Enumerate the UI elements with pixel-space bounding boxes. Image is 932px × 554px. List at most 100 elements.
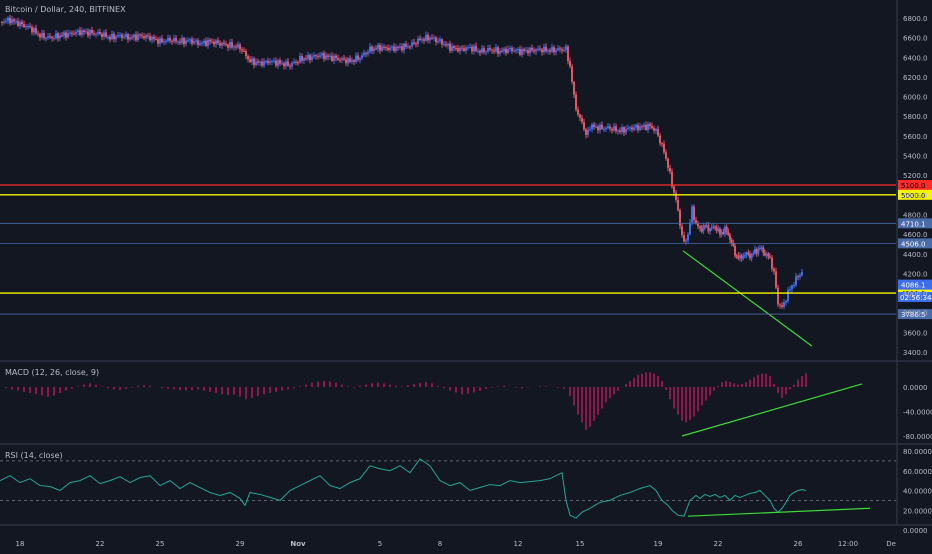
candle-body bbox=[107, 36, 109, 38]
rsi-trendline[interactable] bbox=[687, 507, 871, 517]
candle-body bbox=[717, 228, 720, 231]
symbol-title: Bitcoin / Dollar, 240, BITFINEX bbox=[5, 5, 126, 14]
candle-body bbox=[747, 252, 750, 255]
candle-body bbox=[261, 61, 263, 66]
candle-body bbox=[361, 55, 363, 58]
candle-body bbox=[589, 129, 591, 131]
candle-body bbox=[441, 39, 443, 45]
candle-body bbox=[75, 31, 77, 35]
rsi-axis-tick: 20.0000 bbox=[903, 507, 932, 515]
grid-layer bbox=[0, 0, 932, 526]
candle-body bbox=[715, 227, 718, 231]
candle-body bbox=[760, 247, 763, 249]
time-axis-tick: 22 bbox=[96, 540, 105, 548]
candle-body bbox=[41, 32, 43, 38]
candle-body bbox=[669, 167, 671, 172]
candle-body bbox=[43, 32, 45, 39]
candle-body bbox=[375, 48, 377, 50]
candle-body bbox=[129, 37, 131, 40]
candle-body bbox=[321, 53, 323, 56]
candle-body bbox=[385, 47, 387, 49]
candle-body bbox=[253, 58, 255, 66]
candle-body bbox=[727, 231, 730, 236]
candle-body bbox=[704, 225, 706, 227]
candle-body bbox=[737, 255, 740, 259]
time-axis-tick: Nov bbox=[290, 540, 306, 548]
candle-body bbox=[531, 47, 533, 51]
candle-body bbox=[409, 46, 411, 48]
rsi-title: RSI (14, close) bbox=[5, 451, 63, 460]
candle-body bbox=[15, 21, 17, 23]
price-axis-tick: 6200.0 bbox=[903, 74, 928, 82]
candle-body bbox=[547, 50, 549, 52]
candle-body bbox=[645, 124, 647, 130]
candle-body bbox=[759, 248, 761, 250]
macd-axis-tick: -40.0000 bbox=[903, 409, 932, 417]
candle-body bbox=[705, 225, 708, 227]
candle-body bbox=[67, 33, 69, 38]
candle-body bbox=[273, 60, 275, 62]
time-axis-tick: 29 bbox=[236, 540, 245, 548]
candle-body bbox=[615, 126, 617, 132]
candle-body bbox=[740, 255, 743, 259]
candle-body bbox=[779, 304, 781, 306]
candle-body bbox=[71, 32, 73, 34]
price-trendline[interactable] bbox=[682, 250, 813, 347]
countdown-tag-bg bbox=[898, 291, 932, 302]
candle-body bbox=[419, 38, 421, 41]
candle-body bbox=[627, 127, 629, 129]
candle-body bbox=[161, 38, 163, 43]
time-axis-tick: 5 bbox=[378, 540, 382, 548]
candle-body bbox=[673, 186, 675, 193]
candle-body bbox=[9, 17, 11, 24]
candle-body bbox=[691, 206, 693, 223]
price-axis-tick: 5400.0 bbox=[903, 153, 928, 161]
candle-body bbox=[335, 55, 337, 59]
candle-body bbox=[367, 52, 369, 54]
price-axis-tick: 6800.0 bbox=[903, 15, 928, 23]
candle-body bbox=[169, 37, 171, 41]
candle-body bbox=[545, 46, 547, 52]
price-axis-tick: 3400.0 bbox=[903, 349, 928, 357]
candle-body bbox=[439, 39, 441, 41]
candle-body bbox=[363, 52, 365, 56]
candle-body bbox=[173, 37, 175, 42]
candle-body bbox=[297, 62, 299, 64]
candle-body bbox=[679, 210, 681, 226]
level-tag-label: 5000.0 bbox=[901, 192, 926, 200]
candle-body bbox=[319, 55, 321, 57]
candle-body bbox=[189, 39, 191, 41]
candle-body bbox=[495, 47, 497, 52]
axis-layer: 3400.0 3600.0 3800.0 4000.0 4200.0 4400.0 4600… bbox=[16, 15, 932, 548]
candle-body bbox=[571, 66, 573, 83]
candle-body bbox=[209, 39, 211, 42]
candle-body bbox=[313, 55, 315, 57]
candle-body bbox=[259, 61, 261, 63]
time-axis-tick: 12 bbox=[514, 540, 523, 548]
level-tag-bg bbox=[898, 180, 932, 190]
candle-body bbox=[353, 60, 355, 62]
candle-body bbox=[299, 55, 301, 63]
candle-body bbox=[95, 33, 97, 35]
candle-body bbox=[61, 35, 63, 37]
candle-body bbox=[657, 129, 659, 136]
candle-body bbox=[139, 34, 141, 36]
candle-body bbox=[141, 35, 143, 37]
candle-body bbox=[527, 50, 529, 54]
candle-body bbox=[799, 275, 801, 277]
candle-body bbox=[143, 36, 145, 39]
candle-body bbox=[11, 19, 13, 24]
macd-trendline[interactable] bbox=[681, 383, 863, 437]
candle-body bbox=[411, 42, 413, 47]
candle-body bbox=[603, 128, 605, 130]
candle-body bbox=[769, 256, 771, 258]
candle-body bbox=[233, 46, 235, 48]
candle-body bbox=[395, 46, 397, 51]
candle-body bbox=[51, 37, 53, 39]
candle-body bbox=[283, 63, 285, 67]
candle-body bbox=[621, 127, 623, 133]
candle-body bbox=[581, 117, 583, 122]
price-axis-tick: 4400.0 bbox=[903, 251, 928, 259]
candle-body bbox=[215, 40, 217, 45]
